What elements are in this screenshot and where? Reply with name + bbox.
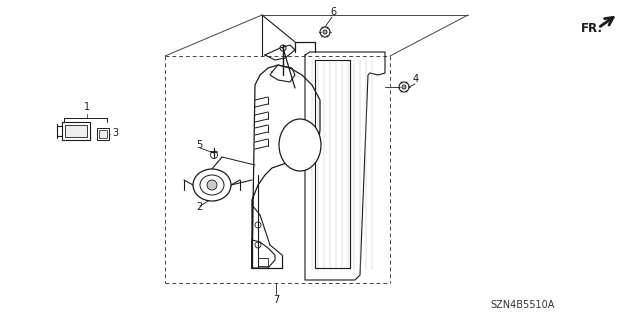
Text: 3: 3 xyxy=(112,128,118,138)
Ellipse shape xyxy=(279,119,321,171)
Circle shape xyxy=(211,152,218,159)
Bar xyxy=(97,128,109,140)
Circle shape xyxy=(255,242,261,248)
Text: 7: 7 xyxy=(273,295,279,305)
Circle shape xyxy=(402,85,406,89)
Circle shape xyxy=(320,27,330,37)
Text: 5: 5 xyxy=(196,140,202,150)
Ellipse shape xyxy=(193,169,231,201)
Circle shape xyxy=(255,222,261,228)
Ellipse shape xyxy=(200,175,224,195)
Bar xyxy=(65,125,87,137)
Circle shape xyxy=(399,82,409,92)
Circle shape xyxy=(323,30,327,34)
Circle shape xyxy=(280,45,286,51)
Circle shape xyxy=(207,180,217,190)
Circle shape xyxy=(296,141,304,149)
Text: SZN4B5510A: SZN4B5510A xyxy=(490,300,554,310)
Text: 2: 2 xyxy=(196,202,202,212)
Text: 6: 6 xyxy=(330,7,336,17)
Bar xyxy=(258,258,268,266)
Bar xyxy=(62,122,90,140)
Bar xyxy=(99,130,107,138)
Text: 1: 1 xyxy=(84,102,90,112)
Text: 4: 4 xyxy=(413,74,419,84)
Text: FR.: FR. xyxy=(581,23,603,35)
